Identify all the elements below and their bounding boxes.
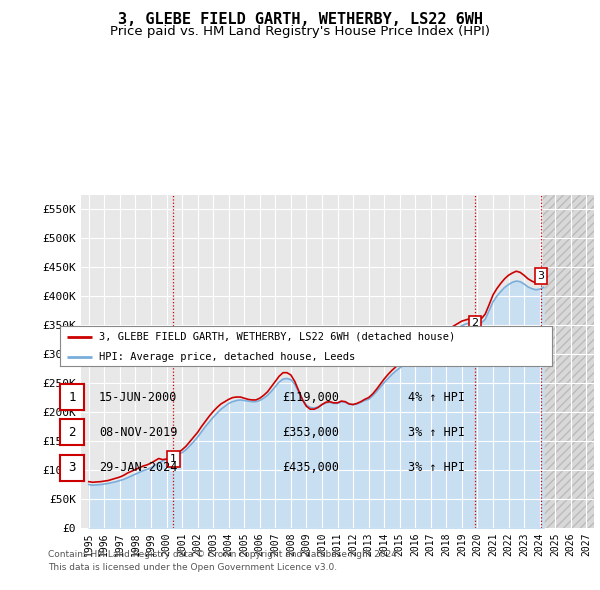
Text: £119,000: £119,000: [282, 391, 339, 404]
Text: 3, GLEBE FIELD GARTH, WETHERBY, LS22 6WH (detached house): 3, GLEBE FIELD GARTH, WETHERBY, LS22 6WH…: [100, 332, 455, 342]
Text: This data is licensed under the Open Government Licence v3.0.: This data is licensed under the Open Gov…: [48, 563, 337, 572]
Text: 3: 3: [538, 271, 544, 281]
Text: £435,000: £435,000: [282, 461, 339, 474]
Text: £353,000: £353,000: [282, 426, 339, 439]
Text: Price paid vs. HM Land Registry's House Price Index (HPI): Price paid vs. HM Land Registry's House …: [110, 25, 490, 38]
Text: 2: 2: [68, 426, 76, 439]
Text: 4% ↑ HPI: 4% ↑ HPI: [408, 391, 465, 404]
Text: 15-JUN-2000: 15-JUN-2000: [99, 391, 178, 404]
Text: 3: 3: [68, 461, 76, 474]
Text: 2: 2: [472, 319, 479, 329]
Bar: [544, 195, 594, 528]
Text: 3% ↑ HPI: 3% ↑ HPI: [408, 426, 465, 439]
Text: 3, GLEBE FIELD GARTH, WETHERBY, LS22 6WH: 3, GLEBE FIELD GARTH, WETHERBY, LS22 6WH: [118, 12, 482, 27]
Text: 1: 1: [170, 454, 177, 464]
Text: HPI: Average price, detached house, Leeds: HPI: Average price, detached house, Leed…: [100, 352, 356, 362]
Bar: [544, 195, 594, 528]
Text: 29-JAN-2024: 29-JAN-2024: [99, 461, 178, 474]
Text: 3% ↑ HPI: 3% ↑ HPI: [408, 461, 465, 474]
Text: 1: 1: [68, 391, 76, 404]
Text: 08-NOV-2019: 08-NOV-2019: [99, 426, 178, 439]
Text: Contains HM Land Registry data © Crown copyright and database right 2024.: Contains HM Land Registry data © Crown c…: [48, 550, 400, 559]
